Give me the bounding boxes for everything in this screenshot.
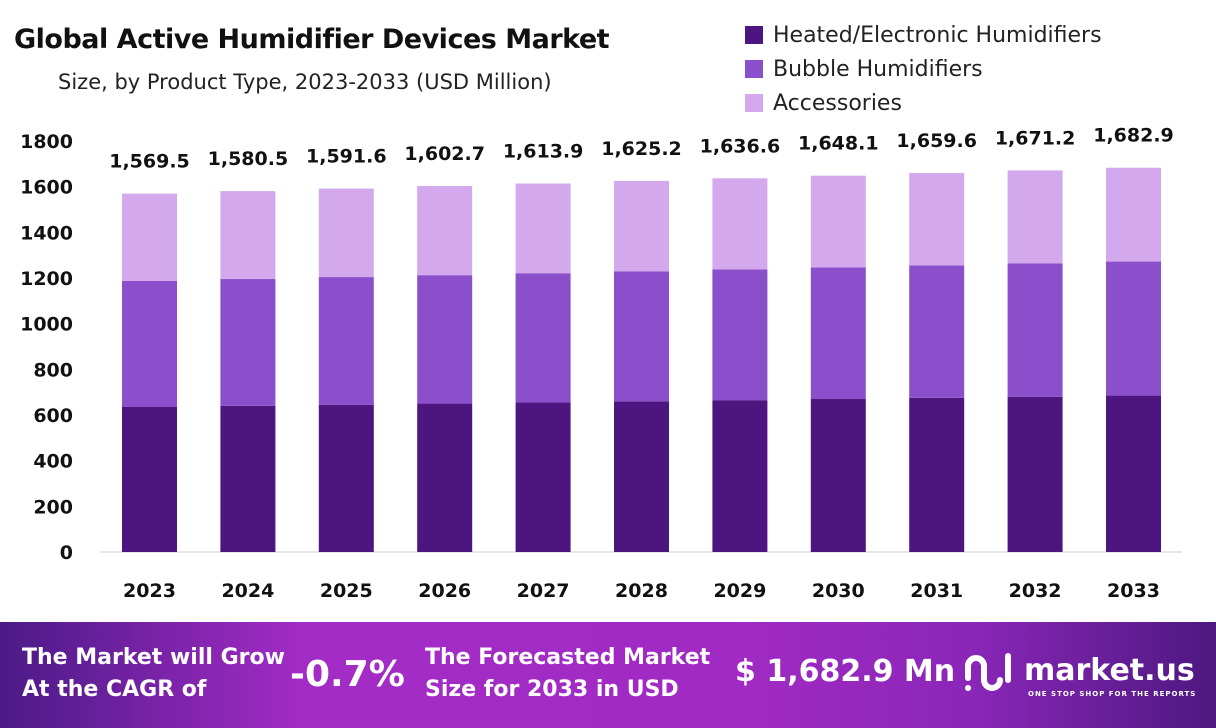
legend-item-bubble: Bubble Humidifiers (745, 52, 1102, 86)
bar-segment-accessories (318, 188, 374, 278)
legend-label: Accessories (773, 90, 902, 116)
legend-item-accessories: Accessories (745, 86, 1102, 120)
forecast-label: The Forecasted Market Size for 2033 in US… (425, 642, 710, 706)
bar-segment-heated (712, 400, 768, 552)
bar-total-label: 1,580.5 (208, 148, 289, 170)
bar-total-label: 1,671.2 (995, 127, 1076, 149)
x-tick-label: 2031 (910, 580, 963, 602)
bar-total-label: 1,625.2 (601, 138, 682, 160)
y-tick-label: 1000 (20, 314, 73, 336)
bar-total-label: 1,602.7 (404, 143, 485, 165)
bar-total-label: 1,591.6 (306, 146, 387, 168)
x-tick-label: 2026 (418, 580, 471, 602)
legend-item-heated: Heated/Electronic Humidifiers (745, 18, 1102, 52)
bar-segment-bubble (1007, 263, 1063, 397)
cagr-label: The Market will Grow At the CAGR of (22, 642, 285, 706)
x-tick-label: 2024 (221, 580, 274, 602)
market-us-logo-icon (965, 653, 1011, 691)
bar-segment-accessories (417, 186, 473, 276)
y-tick-label: 600 (33, 405, 73, 427)
legend-swatch (745, 94, 763, 112)
bar-total-label: 1,659.6 (896, 130, 977, 152)
chart-title: Global Active Humidifier Devices Market (14, 24, 610, 55)
x-tick-label: 2033 (1107, 580, 1160, 602)
bar-segment-bubble (220, 279, 276, 406)
bar-segment-accessories (1007, 170, 1063, 264)
x-tick-label: 2027 (517, 580, 570, 602)
y-tick-label: 1400 (20, 222, 73, 244)
brand-logo: market.us ONE STOP SHOP FOR THE REPORTS (962, 648, 1195, 698)
legend-label: Heated/Electronic Humidifiers (773, 22, 1102, 48)
bar-total-label: 1,636.6 (700, 135, 781, 157)
bar-segment-heated (122, 407, 177, 552)
y-tick-label: 800 (33, 359, 73, 381)
brand-tagline: ONE STOP SHOP FOR THE REPORTS (1028, 690, 1197, 698)
bar-segment-heated (220, 405, 276, 552)
bar-total-label: 1,613.9 (503, 140, 584, 162)
x-tick-label: 2025 (320, 580, 373, 602)
stacked-bar-chart: 0 200 400 600 800 1000 1200 1400 1600 1800 1,569.5… (20, 125, 1182, 602)
x-tick-label: 2030 (812, 580, 865, 602)
legend: Heated/Electronic Humidifiers Bubble Hum… (745, 18, 1102, 120)
bar-segment-bubble (909, 265, 965, 398)
bar-segment-bubble (712, 269, 768, 401)
bar-segment-accessories (712, 178, 768, 270)
bar-segment-heated (1007, 396, 1063, 552)
y-tick-label: 1600 (20, 177, 73, 199)
bar-segment-accessories (810, 175, 866, 268)
bar-segment-bubble (417, 275, 473, 404)
bar-total-label: 1,569.5 (109, 151, 190, 173)
forecast-label-line2: Size for 2033 in USD (425, 677, 679, 702)
x-tick-label: 2028 (615, 580, 668, 602)
bar-segment-heated (515, 402, 571, 552)
cagr-value: -0.7% (290, 654, 405, 695)
cagr-label-line1: The Market will Grow (22, 645, 285, 670)
bar-segment-bubble (515, 273, 571, 403)
bar-segment-bubble (810, 267, 866, 400)
y-tick-label: 200 (33, 496, 73, 518)
legend-label: Bubble Humidifiers (773, 56, 983, 82)
x-tick-label: 2023 (123, 580, 176, 602)
legend-swatch (745, 26, 763, 44)
forecast-label-line1: The Forecasted Market (425, 645, 711, 670)
y-tick-label: 400 (33, 451, 73, 473)
y-tick-label: 0 (60, 542, 73, 564)
bar-segment-bubble (1106, 261, 1161, 396)
legend-swatch (745, 60, 763, 78)
footer-banner: The Market will Grow At the CAGR of -0.7%… (0, 622, 1216, 728)
x-tick-label: 2029 (713, 580, 766, 602)
bar-total-label: 1,682.9 (1093, 125, 1174, 147)
bar-segment-heated (614, 401, 669, 552)
bar-segment-heated (417, 403, 473, 552)
bar-segment-heated (1106, 395, 1161, 552)
cagr-label-line2: At the CAGR of (22, 677, 207, 702)
chart-subtitle: Size, by Product Type, 2023-2033 (USD Mi… (58, 70, 552, 94)
y-tick-label: 1800 (20, 131, 73, 153)
bar-segment-accessories (1106, 167, 1161, 262)
bar-segment-accessories (220, 191, 276, 280)
forecast-value: $ 1,682.9 Mn (735, 654, 956, 689)
bar-segment-bubble (122, 280, 177, 408)
bar-segment-accessories (122, 193, 177, 281)
bar-segment-accessories (515, 183, 571, 274)
y-tick-label: 1200 (20, 268, 73, 290)
bar-segment-accessories (909, 173, 965, 266)
bar-segment-bubble (614, 271, 669, 402)
brand-name: market.us (1024, 652, 1195, 688)
bar-total-label: 1,648.1 (798, 133, 879, 155)
bar-segment-heated (909, 397, 965, 552)
bar-segment-heated (810, 399, 866, 552)
x-tick-label: 2032 (1009, 580, 1062, 602)
bar-segment-accessories (614, 180, 669, 272)
bar-segment-heated (318, 404, 374, 552)
bar-segment-bubble (318, 277, 374, 405)
